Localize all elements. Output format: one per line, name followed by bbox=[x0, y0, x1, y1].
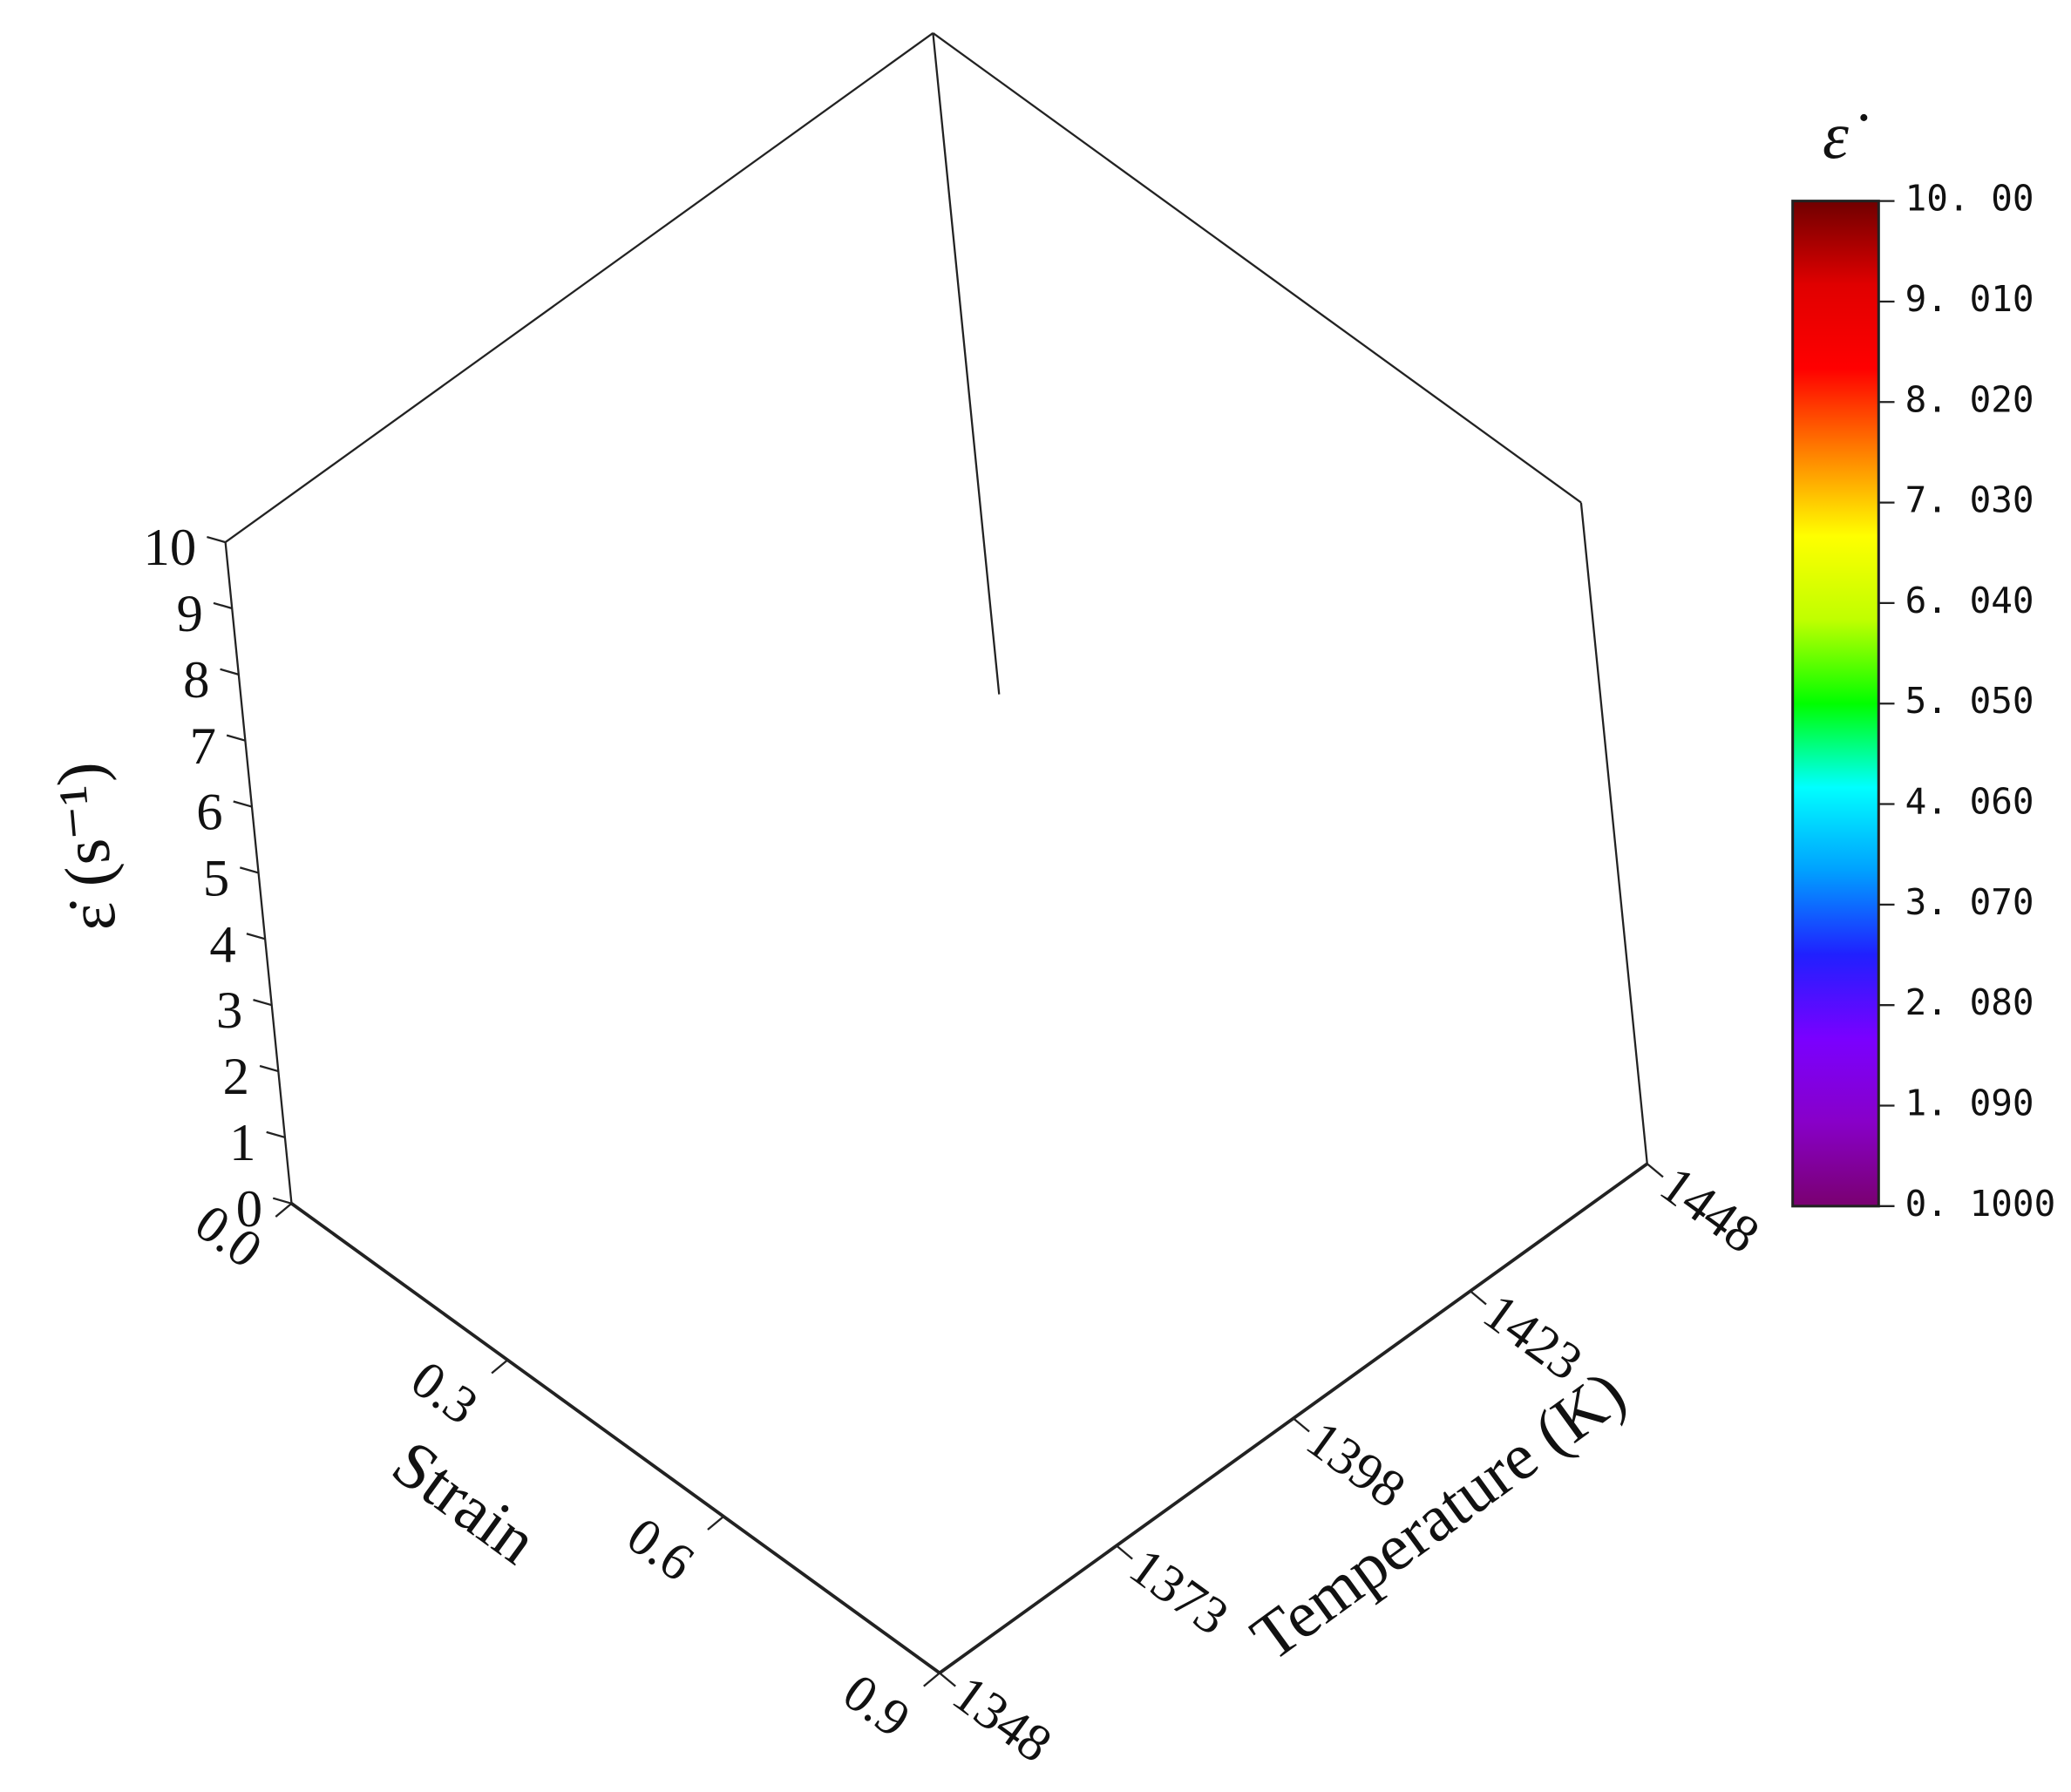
colorbar-tick-label: 4. 060 bbox=[1905, 781, 2034, 823]
colorbar-tick-label: 1. 090 bbox=[1905, 1082, 2034, 1123]
z-tick-label: 1 bbox=[229, 1114, 255, 1172]
x-tick-label: 0.6 bbox=[616, 1506, 704, 1592]
x-tick bbox=[923, 1672, 940, 1687]
z-tick bbox=[253, 999, 273, 1007]
z-tick-label: 9 bbox=[176, 585, 202, 643]
z-tick bbox=[272, 1197, 292, 1205]
y-tick-label: 1348 bbox=[942, 1665, 1063, 1775]
x-axis-title: Strain bbox=[379, 1426, 550, 1578]
box-edge bbox=[1579, 502, 1648, 1164]
colorbar bbox=[1791, 200, 1880, 1208]
z-tick bbox=[266, 1130, 286, 1139]
colorbar-tick-label: 8. 020 bbox=[1905, 378, 2034, 420]
y-tick-label: 1448 bbox=[1650, 1156, 1770, 1266]
z-tick-label: 6 bbox=[196, 784, 222, 842]
x-tick bbox=[275, 1202, 293, 1218]
colorbar-title: ε̇ bbox=[1823, 99, 1868, 173]
z-tick-label: 8 bbox=[183, 651, 209, 709]
z-tick bbox=[233, 800, 253, 808]
box-edge bbox=[224, 32, 934, 544]
colorbar-tick-label: 9. 010 bbox=[1905, 278, 2034, 320]
y-tick bbox=[1470, 1290, 1487, 1306]
z-tick-label: 2 bbox=[223, 1048, 249, 1106]
z-tick-label: 4 bbox=[209, 915, 235, 974]
box-edge bbox=[932, 32, 1001, 695]
colorbar-tick-label: 7. 030 bbox=[1905, 479, 2034, 521]
z-tick bbox=[220, 668, 240, 675]
z-tick bbox=[259, 1064, 279, 1073]
x-tick-label: 0.9 bbox=[832, 1663, 920, 1749]
z-axis-title: ε̇ (s⁻¹) bbox=[43, 760, 131, 934]
z-tick-label: 5 bbox=[203, 850, 229, 908]
z-tick-label: 7 bbox=[190, 717, 216, 776]
z-tick-label: 3 bbox=[216, 981, 242, 1040]
z-tick bbox=[240, 866, 259, 874]
x-tick bbox=[707, 1516, 724, 1531]
colorbar-tick-label: 2. 080 bbox=[1905, 981, 2034, 1023]
z-tick bbox=[246, 933, 266, 940]
z-tick-label: 10 bbox=[144, 519, 197, 577]
y-tick-label: 1373 bbox=[1119, 1537, 1239, 1647]
x-axis bbox=[290, 1202, 941, 1674]
colorbar-tick-label: 6. 040 bbox=[1905, 580, 2034, 621]
z-tick bbox=[226, 734, 246, 742]
x-tick-label: 0.3 bbox=[400, 1350, 488, 1436]
box-edge bbox=[932, 32, 1582, 504]
colorbar-tick-label: 3. 070 bbox=[1905, 881, 2034, 923]
y-tick bbox=[939, 1672, 956, 1687]
y-tick bbox=[1647, 1163, 1664, 1178]
y-tick bbox=[1116, 1544, 1133, 1560]
x-tick bbox=[491, 1359, 509, 1375]
y-tick bbox=[1293, 1417, 1310, 1433]
y-axis-title: Temperature (K) bbox=[1239, 1356, 1639, 1675]
z-tick bbox=[213, 601, 233, 610]
colorbar-tick-label: 0. 1000 bbox=[1905, 1183, 2056, 1225]
z-tick-label: 0 bbox=[236, 1180, 262, 1239]
colorbar-tick-label: 5. 050 bbox=[1905, 680, 2034, 722]
z-tick bbox=[207, 535, 226, 544]
colorbar-tick-label: 10. 00 bbox=[1905, 178, 2034, 220]
